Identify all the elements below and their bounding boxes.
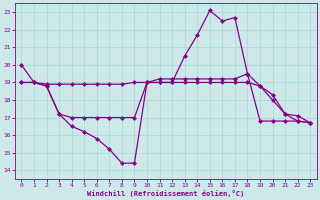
X-axis label: Windchill (Refroidissement éolien,°C): Windchill (Refroidissement éolien,°C) (87, 190, 244, 197)
